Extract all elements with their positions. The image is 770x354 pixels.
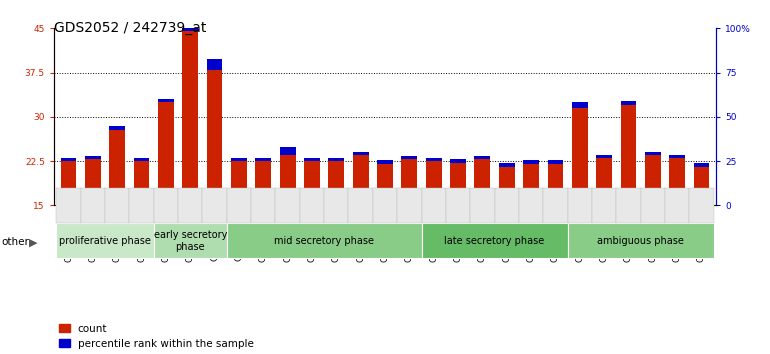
Bar	[665, 188, 689, 223]
Bar	[641, 188, 665, 223]
Bar	[567, 188, 592, 223]
Bar	[547, 160, 564, 164]
Bar	[426, 161, 442, 205]
Bar	[474, 156, 490, 159]
Bar	[421, 188, 446, 223]
Bar	[206, 70, 223, 205]
Bar	[182, 31, 198, 205]
Legend: count, percentile rank within the sample: count, percentile rank within the sample	[59, 324, 254, 349]
Bar	[304, 158, 320, 161]
Bar	[109, 130, 125, 205]
Bar	[499, 167, 514, 205]
Bar	[377, 160, 393, 164]
Bar	[226, 223, 421, 258]
Bar	[572, 102, 588, 108]
Bar	[61, 161, 76, 205]
Bar	[276, 188, 300, 223]
Bar	[349, 188, 373, 223]
Text: other: other	[2, 238, 29, 247]
Bar	[616, 188, 641, 223]
Bar	[377, 164, 393, 205]
Bar	[61, 158, 76, 161]
Bar	[450, 159, 466, 163]
Bar	[300, 188, 324, 223]
Bar	[621, 102, 636, 105]
Bar	[519, 188, 544, 223]
Bar	[596, 158, 612, 205]
Bar	[596, 155, 612, 158]
Bar	[669, 155, 685, 158]
Bar	[154, 188, 178, 223]
Bar	[158, 102, 174, 205]
Bar	[592, 188, 616, 223]
Bar	[280, 147, 296, 155]
Bar	[523, 160, 539, 164]
Bar	[373, 188, 397, 223]
Bar	[450, 163, 466, 205]
Bar	[81, 188, 105, 223]
Bar	[547, 164, 564, 205]
Text: early secretory
phase: early secretory phase	[153, 230, 227, 252]
Bar	[572, 108, 588, 205]
Bar	[328, 158, 344, 161]
Text: proliferative phase: proliferative phase	[59, 236, 151, 246]
Bar	[401, 159, 417, 205]
Bar	[280, 155, 296, 205]
Bar	[134, 158, 149, 161]
Bar	[470, 188, 494, 223]
Bar	[689, 188, 714, 223]
Bar	[567, 223, 714, 258]
Bar	[226, 188, 251, 223]
Bar	[85, 156, 101, 159]
Text: ▶: ▶	[29, 238, 38, 247]
Bar	[304, 161, 320, 205]
Bar	[203, 188, 226, 223]
Text: late secretory phase: late secretory phase	[444, 236, 544, 246]
Bar	[694, 167, 709, 205]
Bar	[109, 126, 125, 130]
Bar	[494, 188, 519, 223]
Text: ambiguous phase: ambiguous phase	[598, 236, 684, 246]
Bar	[56, 188, 81, 223]
Bar	[645, 155, 661, 205]
Text: mid secretory phase: mid secretory phase	[274, 236, 374, 246]
Text: GDS2052 / 242739_at: GDS2052 / 242739_at	[54, 21, 206, 35]
Bar	[397, 188, 421, 223]
Bar	[158, 98, 174, 102]
Bar	[178, 188, 203, 223]
Bar	[251, 188, 276, 223]
Bar	[231, 158, 247, 161]
Bar	[421, 223, 567, 258]
Bar	[474, 159, 490, 205]
Bar	[669, 158, 685, 205]
Bar	[446, 188, 470, 223]
Bar	[426, 158, 442, 161]
Bar	[499, 164, 514, 167]
Bar	[621, 105, 636, 205]
Bar	[256, 158, 271, 161]
Bar	[544, 188, 567, 223]
Bar	[694, 164, 709, 167]
Bar	[401, 156, 417, 159]
Bar	[256, 161, 271, 205]
Bar	[328, 161, 344, 205]
Bar	[324, 188, 349, 223]
Bar	[154, 223, 226, 258]
Bar	[105, 188, 129, 223]
Bar	[353, 155, 369, 205]
Bar	[134, 161, 149, 205]
Bar	[56, 223, 154, 258]
Bar	[645, 152, 661, 155]
Bar	[523, 164, 539, 205]
Bar	[85, 159, 101, 205]
Bar	[129, 188, 154, 223]
Bar	[231, 161, 247, 205]
Bar	[206, 59, 223, 70]
Bar	[353, 152, 369, 155]
Bar	[182, 27, 198, 31]
